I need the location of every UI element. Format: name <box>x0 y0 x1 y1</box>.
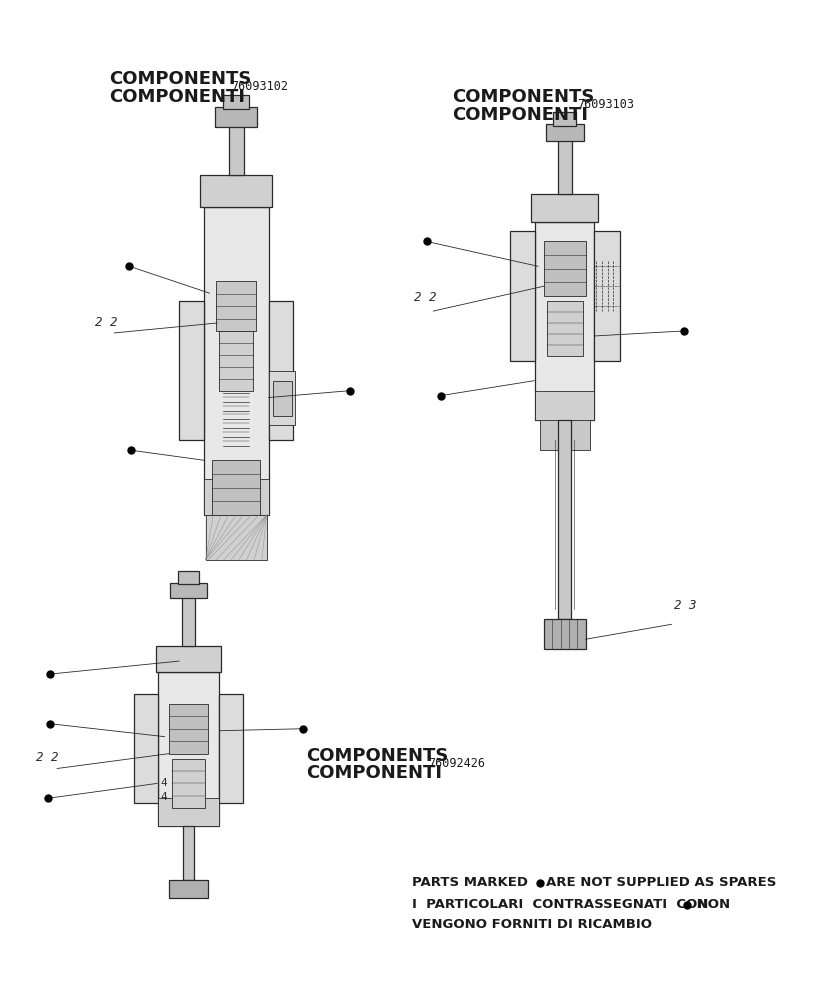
Bar <box>157 798 219 826</box>
Text: COMPONENTI: COMPONENTI <box>306 764 442 782</box>
Text: COMPONENTI: COMPONENTI <box>452 106 588 124</box>
Bar <box>213 460 260 515</box>
Polygon shape <box>269 301 293 440</box>
Polygon shape <box>219 694 243 803</box>
Text: PARTS MARKED: PARTS MARKED <box>412 876 533 889</box>
Bar <box>545 124 584 141</box>
Bar <box>228 123 244 175</box>
Bar <box>200 175 272 207</box>
Text: 2 2: 2 2 <box>414 291 437 304</box>
Text: NON: NON <box>692 898 731 911</box>
Text: ARE NOT SUPPLIED AS SPARES: ARE NOT SUPPLIED AS SPARES <box>545 876 776 889</box>
Bar <box>215 107 257 127</box>
Bar <box>204 207 269 515</box>
Bar <box>222 95 250 109</box>
Text: COMPONENTS: COMPONENTS <box>452 88 595 106</box>
Bar <box>274 381 293 416</box>
Polygon shape <box>594 232 620 361</box>
Bar <box>178 571 199 584</box>
Text: 76093102: 76093102 <box>232 80 288 93</box>
Polygon shape <box>510 232 536 361</box>
Polygon shape <box>133 694 157 803</box>
Bar <box>170 880 208 898</box>
Bar <box>204 479 269 515</box>
Bar <box>170 704 208 754</box>
Bar <box>216 281 256 331</box>
Bar <box>182 596 195 646</box>
Bar <box>156 646 221 672</box>
Bar <box>183 826 194 880</box>
Bar <box>157 672 219 826</box>
Text: 76092426: 76092426 <box>428 757 485 770</box>
Text: 2 3: 2 3 <box>674 599 697 612</box>
Text: 2 2: 2 2 <box>36 751 59 764</box>
Bar <box>544 619 586 649</box>
Bar <box>171 583 207 598</box>
Bar <box>531 194 598 222</box>
Bar <box>219 331 253 391</box>
Text: 4: 4 <box>160 778 166 788</box>
Bar <box>546 301 583 356</box>
Bar <box>558 420 572 619</box>
Bar <box>536 222 594 420</box>
Polygon shape <box>179 301 204 440</box>
Text: 76093103: 76093103 <box>577 98 634 111</box>
Bar <box>269 371 295 425</box>
Bar <box>206 515 267 560</box>
Text: COMPONENTI: COMPONENTI <box>110 88 246 106</box>
Bar <box>558 139 572 194</box>
Bar <box>536 391 594 420</box>
Text: 2 2: 2 2 <box>96 316 118 329</box>
Text: 4: 4 <box>160 792 166 802</box>
Bar <box>544 241 586 296</box>
Text: VENGONO FORNITI DI RICAMBIO: VENGONO FORNITI DI RICAMBIO <box>412 918 653 931</box>
Bar <box>554 112 576 126</box>
Text: COMPONENTS: COMPONENTS <box>110 70 252 88</box>
Bar <box>172 759 204 808</box>
Bar <box>540 415 589 450</box>
Text: COMPONENTS: COMPONENTS <box>306 747 448 765</box>
Text: I  PARTICOLARI  CONTRASSEGNATI  CON: I PARTICOLARI CONTRASSEGNATI CON <box>412 898 718 911</box>
